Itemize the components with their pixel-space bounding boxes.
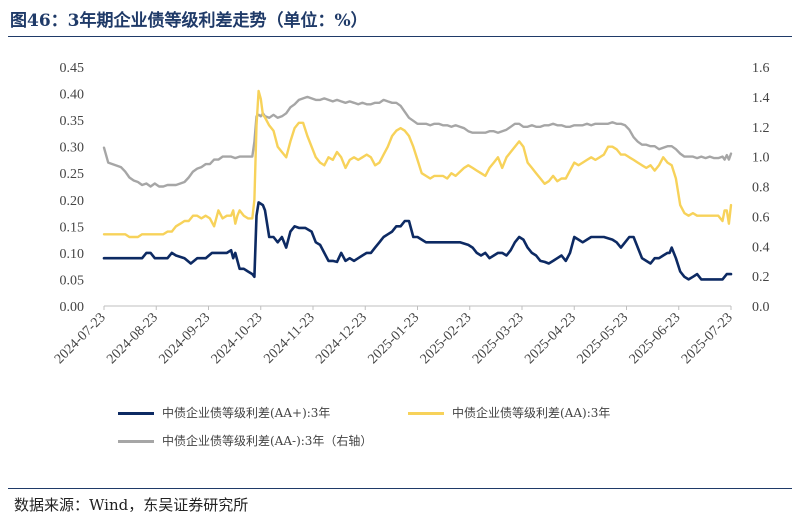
x-tick-label: 2025-05-23	[575, 310, 632, 367]
legend-item-aa-minus: 中债企业债等级利差(AA-):3年（右轴）	[118, 432, 372, 449]
x-tick-label: 2025-01-23	[366, 310, 423, 367]
y-right-tick-label: 0.2	[752, 270, 770, 285]
legend-swatch-aa	[408, 412, 444, 415]
legend-swatch-aa-plus	[118, 412, 154, 415]
x-tick-label: 2025-06-23	[627, 310, 684, 367]
x-tick-label: 2024-09-23	[157, 310, 214, 367]
y-left-tick-label: 0.15	[60, 220, 85, 235]
legend-swatch-aa-minus	[118, 440, 154, 443]
source-divider	[8, 488, 792, 489]
y-left-tick-label: 0.40	[60, 88, 85, 103]
legend-item-aa: 中债企业债等级利差(AA):3年	[408, 404, 610, 421]
y-right-tick-label: 1.0	[752, 151, 770, 166]
source-note: 数据来源：Wind，东吴证券研究所	[14, 496, 249, 514]
legend-item-aa-plus: 中债企业债等级利差(AA+):3年	[118, 404, 330, 421]
y-right-tick-label: 0.8	[752, 181, 770, 196]
series-line-aa-minus	[102, 95, 733, 188]
y-right-tick-label: 1.2	[752, 121, 770, 136]
y-left-tick-label: 0.10	[60, 247, 85, 262]
y-right-tick-label: 1.4	[752, 91, 770, 106]
y-right-tick-label: 1.6	[752, 61, 770, 76]
series-line-aa-plus	[102, 201, 733, 281]
y-left-tick-label: 0.05	[60, 273, 85, 288]
y-left-tick-label: 0.25	[60, 167, 85, 182]
legend-label-aa-plus: 中债企业债等级利差(AA+):3年	[162, 406, 331, 420]
y-left-tick-label: 0.30	[60, 141, 85, 156]
x-tick-label: 2024-12-23	[313, 310, 370, 367]
x-tick-label: 2025-02-23	[418, 310, 475, 367]
x-tick-label: 2025-07-23	[679, 310, 736, 367]
series-line-aa	[102, 89, 733, 239]
x-tick-label: 2024-08-23	[104, 310, 161, 367]
x-tick-label: 2025-04-23	[522, 310, 579, 367]
x-tick-label: 2024-07-23	[52, 310, 109, 367]
y-left-tick-label: 0.35	[60, 114, 85, 129]
y-right-tick-label: 0.0	[752, 300, 770, 315]
legend-label-aa: 中债企业债等级利差(AA):3年	[452, 406, 611, 420]
y-left-tick-label: 0.45	[60, 61, 85, 76]
y-right-tick-label: 0.6	[752, 210, 770, 225]
chart-title: 图46：3年期企业债等级利差走势（单位：%）	[10, 11, 368, 31]
x-tick-label: 2025-03-23	[470, 310, 527, 367]
title-divider	[8, 36, 792, 37]
x-tick-label: 2024-11-23	[261, 310, 317, 366]
legend-label-aa-minus: 中债企业债等级利差(AA-):3年（右轴）	[162, 434, 373, 448]
x-tick-label: 2024-10-23	[209, 310, 266, 367]
y-left-tick-label: 0.00	[60, 300, 85, 315]
y-right-tick-label: 0.4	[752, 240, 770, 255]
y-left-tick-label: 0.20	[60, 194, 85, 209]
